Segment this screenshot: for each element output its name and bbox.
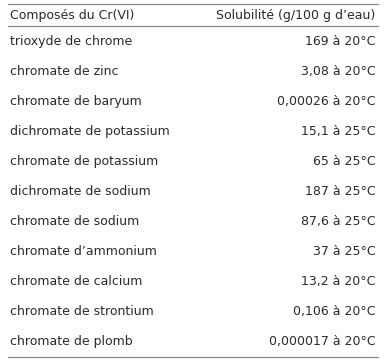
Text: 37 à 25°C: 37 à 25°C [313,245,376,258]
Text: chromate de calcium: chromate de calcium [10,275,143,288]
Text: 13,2 à 20°C: 13,2 à 20°C [301,275,376,288]
Text: 87,6 à 25°C: 87,6 à 25°C [301,215,376,228]
Text: 169 à 20°C: 169 à 20°C [305,35,376,48]
Text: 65 à 25°C: 65 à 25°C [313,155,376,168]
Text: chromate de zinc: chromate de zinc [10,65,119,78]
Text: 3,08 à 20°C: 3,08 à 20°C [301,65,376,78]
Text: 0,00026 à 20°C: 0,00026 à 20°C [277,95,376,108]
Text: chromate de potassium: chromate de potassium [10,155,159,168]
Text: dichromate de potassium: dichromate de potassium [10,125,170,138]
Text: Solubilité (g/100 g d’eau): Solubilité (g/100 g d’eau) [216,9,376,22]
Text: chromate de sodium: chromate de sodium [10,215,140,228]
Text: 0,000017 à 20°C: 0,000017 à 20°C [269,335,376,348]
Text: chromate de baryum: chromate de baryum [10,95,142,108]
Text: dichromate de sodium: dichromate de sodium [10,185,151,198]
Text: 15,1 à 25°C: 15,1 à 25°C [301,125,376,138]
Text: Composés du Cr(VI): Composés du Cr(VI) [10,9,135,22]
Text: chromate de strontium: chromate de strontium [10,305,154,318]
Text: 0,106 à 20°C: 0,106 à 20°C [293,305,376,318]
Text: 187 à 25°C: 187 à 25°C [305,185,376,198]
Text: chromate de plomb: chromate de plomb [10,335,133,348]
Text: trioxyde de chrome: trioxyde de chrome [10,35,133,48]
Text: chromate d’ammonium: chromate d’ammonium [10,245,157,258]
